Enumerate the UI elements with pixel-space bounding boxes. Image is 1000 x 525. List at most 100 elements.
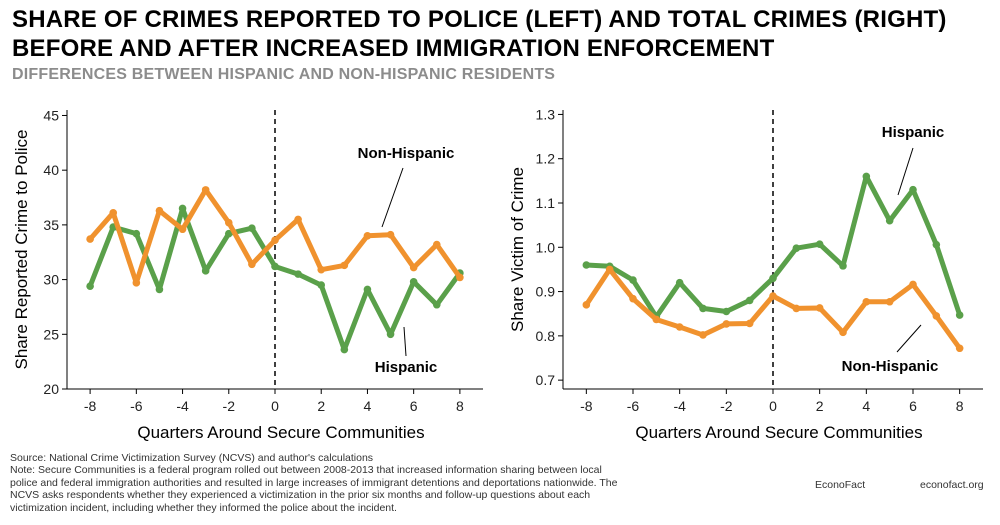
- right-point-hispanic: [839, 262, 847, 270]
- right-point-non-hispanic: [955, 344, 964, 353]
- right-x-axis-title: Quarters Around Secure Communities: [635, 423, 922, 442]
- left-point-non-hispanic: [386, 230, 395, 239]
- right-point-non-hispanic: [769, 292, 777, 300]
- left-chart-reported-to-police: 20 25 30 35 40 45 -8 -6 -4 -2 0 2 4 6 8 Quarters Around…: [12, 107, 483, 442]
- left-point-non-hispanic: [340, 261, 349, 270]
- left-point-hispanic: [224, 229, 233, 238]
- right-x-tick-label: 4: [862, 398, 870, 414]
- right-y-tick-label: 1.2: [536, 151, 556, 167]
- left-annotation-leader-hispanic: [403, 326, 407, 357]
- left-point-hispanic: [132, 229, 141, 238]
- left-point-hispanic: [248, 224, 256, 232]
- right-point-non-hispanic: [862, 297, 871, 306]
- right-point-non-hispanic: [792, 304, 801, 313]
- right-y-tick-label: 0.9: [536, 284, 556, 300]
- right-point-hispanic: [955, 311, 964, 319]
- left-point-hispanic: [178, 204, 187, 213]
- left-y-tick-label: 20: [43, 381, 59, 397]
- right-y-tick-label: 0.8: [536, 328, 556, 344]
- left-point-non-hispanic: [294, 215, 302, 224]
- left-point-hispanic: [86, 282, 94, 290]
- left-point-non-hispanic: [201, 186, 210, 194]
- right-x-tick-label: 2: [816, 398, 824, 414]
- brand-label: EconoFact: [815, 479, 866, 491]
- left-x-tick-label: -8: [84, 398, 97, 414]
- right-point-hispanic: [792, 244, 801, 252]
- right-point-non-hispanic: [815, 304, 824, 312]
- left-point-non-hispanic: [363, 232, 372, 240]
- right-point-hispanic: [722, 307, 731, 316]
- left-point-hispanic: [386, 330, 395, 339]
- left-x-tick-label: -2: [223, 398, 236, 414]
- left-point-non-hispanic: [155, 206, 164, 215]
- left-point-hispanic: [317, 281, 326, 289]
- left-point-non-hispanic: [248, 260, 256, 269]
- right-point-non-hispanic: [745, 319, 754, 328]
- right-point-non-hispanic: [885, 297, 894, 306]
- left-x-tick-label: 4: [364, 398, 372, 414]
- right-point-hispanic: [769, 274, 777, 283]
- left-annotation-hispanic: Hispanic: [375, 359, 438, 376]
- left-point-non-hispanic: [409, 263, 418, 272]
- right-point-hispanic: [909, 185, 917, 194]
- left-point-hispanic: [409, 277, 418, 286]
- right-y-tick-label: 1.3: [536, 106, 556, 122]
- right-point-hispanic: [629, 276, 637, 284]
- right-y-tick-label: 0.7: [536, 372, 556, 388]
- left-y-tick-label: 25: [43, 326, 59, 342]
- left-point-non-hispanic: [132, 279, 141, 287]
- right-point-hispanic: [675, 278, 684, 287]
- left-point-hispanic: [363, 285, 372, 294]
- right-x-tick-label: 0: [769, 398, 777, 414]
- right-point-hispanic: [862, 172, 871, 181]
- left-y-tick-label: 35: [43, 217, 59, 233]
- left-x-axis-title: Quarters Around Secure Communities: [137, 423, 424, 442]
- left-y-tick-label: 30: [43, 272, 59, 288]
- left-point-non-hispanic: [109, 209, 118, 217]
- right-x-tick-label: -2: [720, 398, 733, 414]
- chart-title-line-2: BEFORE AND AFTER INCREASED IMMIGRATION E…: [12, 35, 775, 62]
- right-y-tick-label: 1.1: [536, 195, 556, 211]
- right-point-non-hispanic: [722, 320, 731, 328]
- right-point-non-hispanic: [675, 323, 684, 331]
- left-y-axis-title: Share Reported Crime to Police: [12, 129, 31, 369]
- chart-subtitle: DIFFERENCES BETWEEN HISPANIC AND NON-HIS…: [12, 66, 556, 83]
- left-point-non-hispanic: [224, 218, 233, 227]
- right-point-non-hispanic: [605, 265, 614, 274]
- right-point-hispanic: [932, 240, 941, 249]
- right-point-hispanic: [699, 304, 707, 313]
- left-x-tick-label: -6: [130, 398, 143, 414]
- right-x-tick-label: -8: [580, 398, 593, 414]
- left-point-hispanic: [155, 285, 164, 294]
- left-point-non-hispanic: [456, 273, 464, 282]
- right-point-hispanic: [885, 216, 894, 225]
- left-x-tick-label: 0: [271, 398, 279, 414]
- right-x-tick-label: -6: [627, 398, 640, 414]
- left-point-hispanic: [271, 262, 279, 271]
- right-y-tick-label: 1.0: [536, 239, 556, 255]
- chart-title-line-1: SHARE OF CRIMES REPORTED TO POLICE (LEFT…: [12, 6, 947, 33]
- left-x-tick-label: -4: [176, 398, 189, 414]
- left-x-tick-label: 8: [456, 398, 464, 414]
- right-annotation-non-hispanic: Non-Hispanic: [842, 358, 939, 375]
- left-x-tick-label: 2: [317, 398, 325, 414]
- right-chart-victim-of-crime: 0.7 0.8 0.9 1.0 1.1 1.2 1.3 -8 -6 -4 -2 0 2 4 6 8 Quarte…: [508, 106, 983, 442]
- right-point-non-hispanic: [932, 312, 941, 320]
- right-point-non-hispanic: [839, 328, 847, 337]
- left-point-non-hispanic: [317, 265, 326, 274]
- left-point-non-hispanic: [432, 240, 441, 249]
- right-annotation-leader-non-hispanic: [896, 324, 922, 353]
- left-annotation-non-hispanic: Non-Hispanic: [358, 145, 455, 162]
- left-x-tick-label: 6: [410, 398, 418, 414]
- left-point-hispanic: [294, 270, 302, 278]
- left-point-hispanic: [340, 345, 349, 354]
- right-x-tick-label: 8: [956, 398, 964, 414]
- right-x-tick-label: 6: [909, 398, 917, 414]
- left-point-non-hispanic: [271, 236, 279, 244]
- right-x-tick-label: -4: [673, 398, 686, 414]
- left-point-non-hispanic: [178, 225, 187, 234]
- left-annotation-leader-non-hispanic: [381, 167, 404, 228]
- right-point-non-hispanic: [629, 294, 637, 303]
- left-point-non-hispanic: [86, 235, 94, 243]
- right-y-axis-title: Share Victim of Crime: [508, 167, 527, 332]
